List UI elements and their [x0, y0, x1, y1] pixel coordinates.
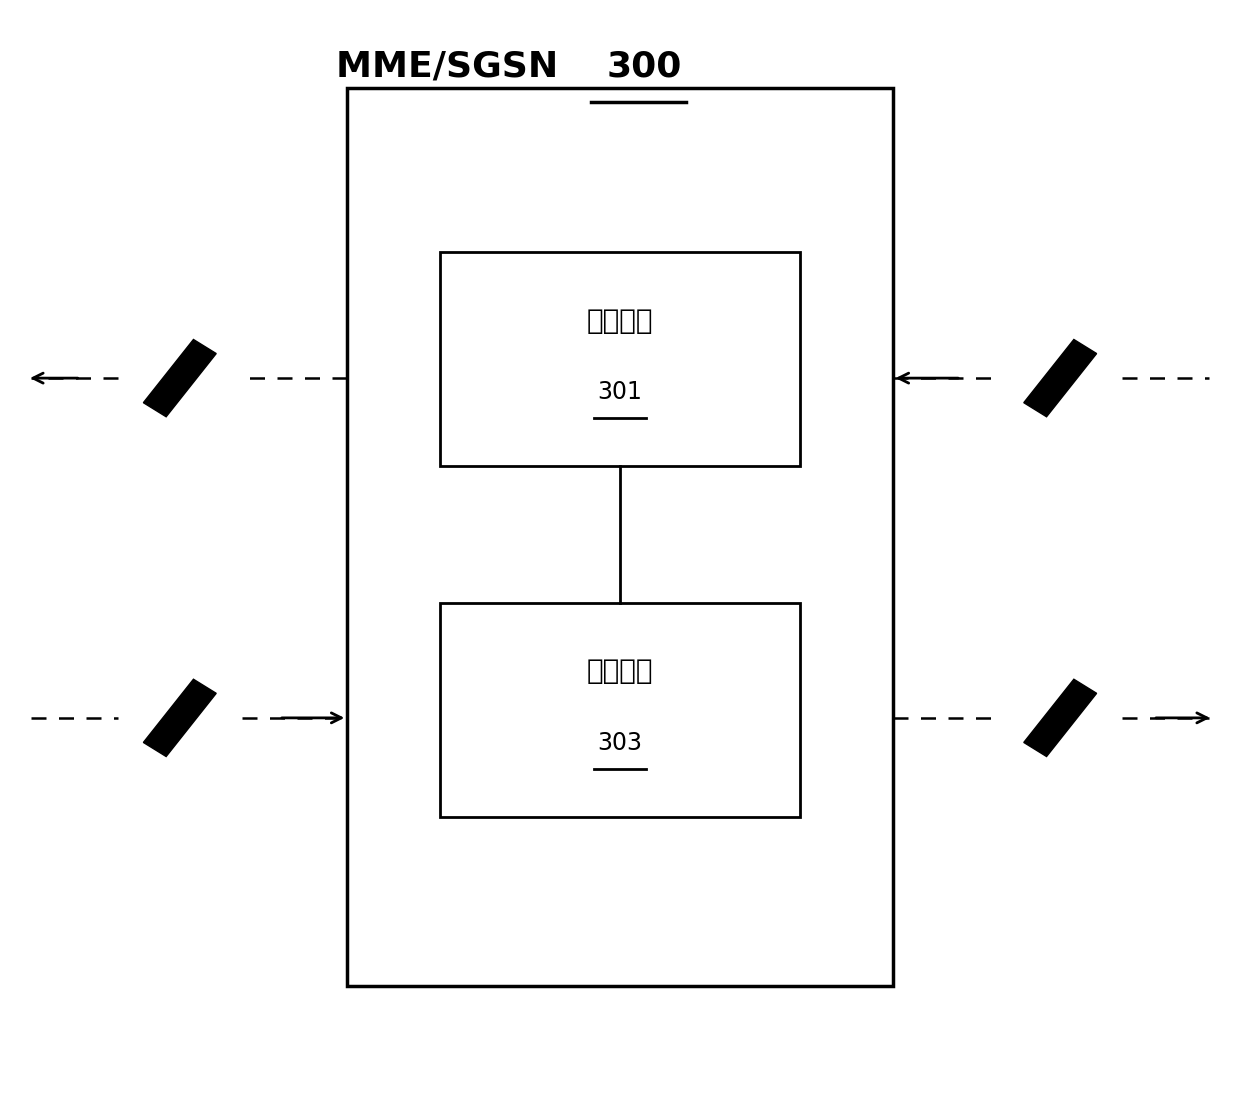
Text: 分配装置: 分配装置 — [587, 658, 653, 685]
Polygon shape — [1024, 340, 1096, 416]
Bar — [347, 88, 893, 986]
Polygon shape — [144, 680, 216, 756]
Text: 确定装置: 确定装置 — [587, 307, 653, 334]
Text: 300: 300 — [606, 49, 682, 83]
Bar — [440, 603, 800, 817]
Bar — [440, 252, 800, 466]
Text: MME/SGSN: MME/SGSN — [336, 49, 570, 83]
Polygon shape — [144, 340, 216, 416]
Text: 303: 303 — [598, 731, 642, 754]
Text: 301: 301 — [598, 380, 642, 403]
Polygon shape — [1024, 680, 1096, 756]
